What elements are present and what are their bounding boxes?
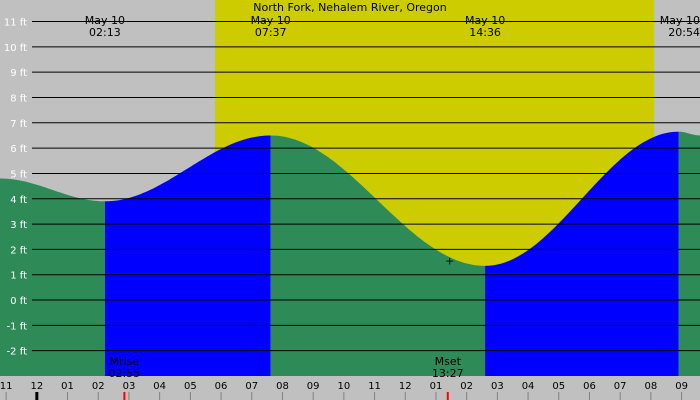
y-tick-label: 8 ft: [10, 93, 27, 104]
y-tick-label: 3 ft: [10, 220, 27, 231]
x-tick-label: 08: [276, 381, 289, 392]
rising-tide-area-1: [104, 135, 271, 376]
x-axis-layer: 11 12 01 02 03 04 05 06 07 08 09 10 11 12 01 02 03 04 05 06…: [0, 376, 700, 400]
falling-tide-area-2: [270, 135, 486, 376]
x-tick-label: 06: [583, 381, 596, 392]
falling-tide-area-4: [678, 131, 700, 376]
current-level-marker: +: [445, 255, 454, 268]
y-tick-label: 2 ft: [10, 245, 27, 256]
extreme-date-label: May 10: [465, 14, 505, 27]
y-tick-label: 0 ft: [10, 296, 27, 307]
x-tick-label: 12: [399, 381, 412, 392]
x-tick-label: 08: [645, 381, 658, 392]
x-axis-band: [0, 376, 700, 400]
y-tick-label: 4 ft: [10, 195, 27, 206]
y-tick-label: 5 ft: [10, 169, 27, 180]
x-tick-label: 05: [552, 381, 565, 392]
y-tick-label: 7 ft: [10, 119, 27, 130]
x-tick-label: 07: [245, 381, 258, 392]
extreme-time-label: 14:36: [469, 26, 501, 39]
y-tick-label: 6 ft: [10, 144, 27, 155]
x-tick-label: 04: [522, 381, 535, 392]
extreme-date-label: May 10: [251, 14, 291, 27]
rising-tide-area-3: [485, 131, 679, 376]
y-tick-label: 1 ft: [10, 271, 27, 282]
x-tick-label: 09: [675, 381, 688, 392]
moon-event-time: 02:55: [109, 367, 141, 380]
y-tick-label: 9 ft: [10, 68, 27, 79]
x-tick-label: 03: [123, 381, 136, 392]
x-tick-label: 03: [491, 381, 504, 392]
x-tick-label: 12: [30, 381, 43, 392]
x-tick-label: 06: [215, 381, 228, 392]
x-tick-label: 01: [430, 381, 443, 392]
y-tick-label: 11 ft: [4, 18, 27, 29]
x-tick-label: 11: [0, 381, 13, 392]
x-tick-label: 05: [184, 381, 197, 392]
moon-event-name: Mset: [435, 355, 462, 368]
extreme-time-label: 20:54: [668, 26, 700, 39]
moon-event-name: Mrise: [110, 355, 140, 368]
extreme-time-label: 02:13: [89, 26, 121, 39]
y-tick-label-layer: 11 ft 10 ft 9 ft 8 ft 7 ft 6 ft 5 ft 4 ft 3 ft 2 …: [4, 18, 27, 358]
tide-area-layer: [0, 131, 700, 376]
y-tick-label: -2 ft: [7, 347, 27, 358]
falling-tide-area-0: [0, 178, 105, 376]
y-tick-label: 10 ft: [4, 43, 27, 54]
x-tick-label: 01: [61, 381, 74, 392]
chart-title: North Fork, Nehalem River, Oregon: [253, 1, 446, 14]
x-tick-label: 09: [307, 381, 320, 392]
x-tick-label: 10: [337, 381, 350, 392]
extreme-date-label: May 10: [660, 14, 700, 27]
extreme-time-label: 07:37: [255, 26, 287, 39]
moon-event-time: 13:27: [432, 367, 464, 380]
x-tick-label: 02: [92, 381, 105, 392]
x-tick-label: 04: [153, 381, 166, 392]
x-tick-label: 07: [614, 381, 627, 392]
gridline-layer: [32, 21, 700, 352]
extreme-date-label: May 10: [85, 14, 125, 27]
y-tick-label: -1 ft: [7, 321, 27, 332]
x-tick-label: 11: [368, 381, 381, 392]
x-tick-label: 02: [460, 381, 473, 392]
